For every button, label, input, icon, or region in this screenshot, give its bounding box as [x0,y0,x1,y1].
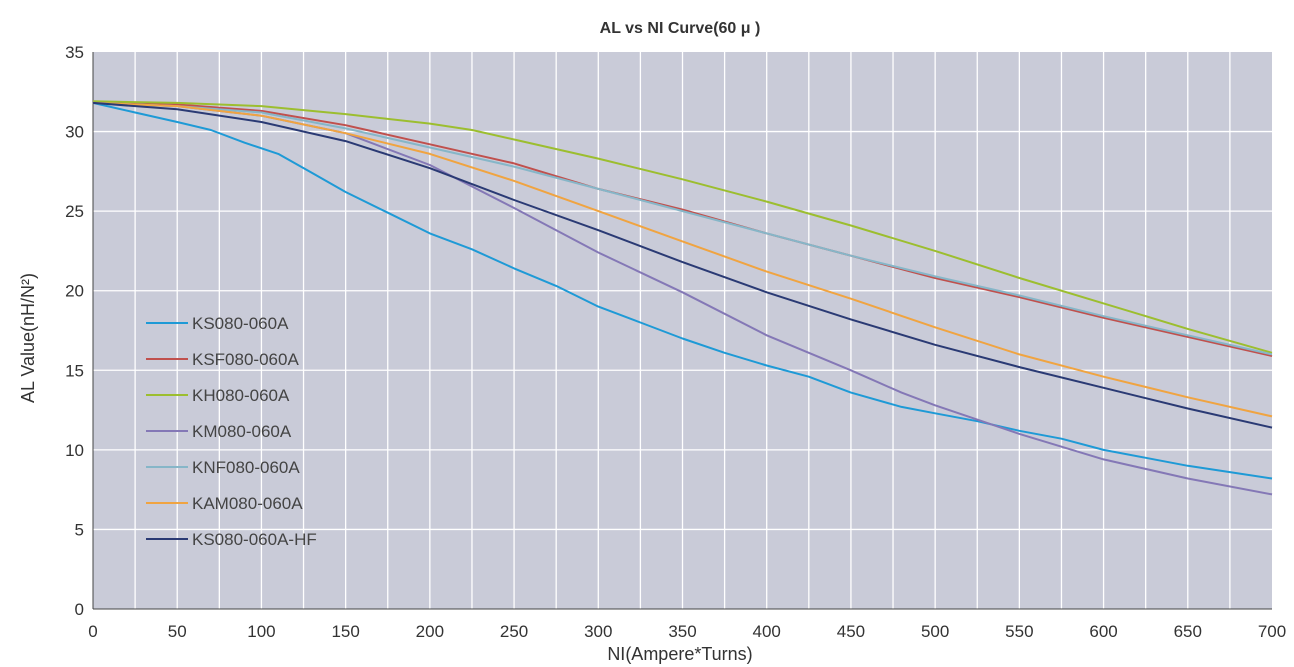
x-tick-label: 100 [247,622,275,641]
x-tick-label: 500 [921,622,949,641]
series-line [92,100,1273,354]
legend-label: KSF080-060A [192,350,299,369]
x-tick-label: 150 [331,622,359,641]
legend: KS080-060A KSF080-060A KH080-060A KM080-060… [146,314,317,549]
y-tick-label: 20 [65,282,84,301]
x-tick-label: 350 [668,622,696,641]
legend-label: KH080-060A [192,386,290,405]
y-tick-labels: 0 5 10 15 20 25 30 35 [65,43,84,619]
y-tick-label: 0 [75,600,84,619]
x-axis-label: NI(Ampere*Turns) [607,644,752,664]
x-tick-label: 50 [168,622,187,641]
legend-label: KS080-060A-HF [192,530,317,549]
legend-label: KS080-060A [192,314,289,333]
x-tick-label: 300 [584,622,612,641]
y-tick-label: 25 [65,202,84,221]
x-tick-labels: 0 50 100 150 200 250 300 350 400 450 500 550 600 650 7… [88,622,1286,641]
y-tick-label: 10 [65,441,84,460]
y-tick-label: 35 [65,43,84,62]
legend-label: KNF080-060A [192,458,300,477]
x-tick-label: 550 [1005,622,1033,641]
x-tick-label: 650 [1174,622,1202,641]
legend-label: KAM080-060A [192,494,303,513]
x-tick-label: 250 [500,622,528,641]
y-axis-label: AL Value(nH/N²) [18,273,38,403]
x-tick-label: 0 [88,622,97,641]
series-line [92,101,1273,356]
chart-title: AL vs NI Curve(60 μ ) [600,20,761,37]
x-tick-label: 450 [837,622,865,641]
grid-lines [93,52,1272,609]
series-line [92,101,1273,480]
series-line [92,101,1273,418]
series-lines [92,100,1273,496]
x-tick-label: 600 [1089,622,1117,641]
legend-label: KM080-060A [192,422,292,441]
x-tick-label: 400 [753,622,781,641]
axes [92,52,1272,610]
x-tick-label: 700 [1258,622,1286,641]
series-line [92,101,1273,357]
x-tick-label: 200 [416,622,444,641]
y-tick-label: 30 [65,123,84,142]
series-line [92,101,1273,429]
y-tick-label: 5 [75,520,84,539]
y-tick-label: 15 [65,361,84,380]
